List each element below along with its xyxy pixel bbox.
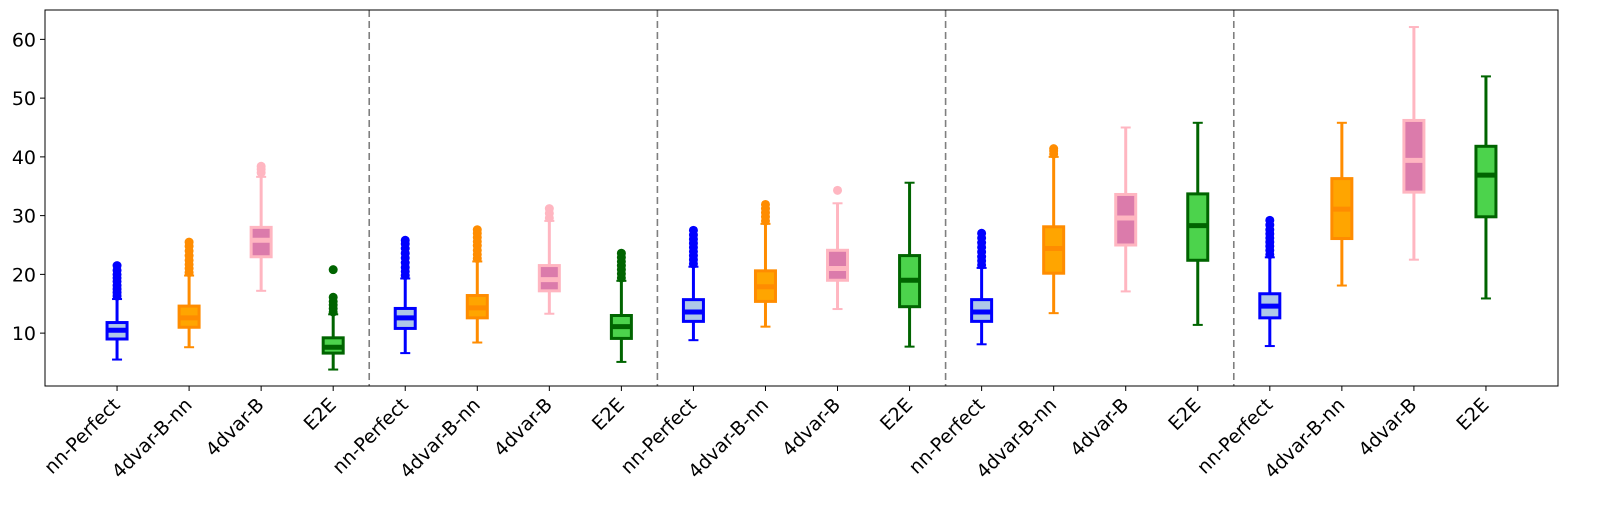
outlier-point xyxy=(1049,144,1059,154)
y-tick-label: 60 xyxy=(12,29,36,51)
x-tick-label: E2E xyxy=(300,394,341,435)
outlier-point xyxy=(112,261,122,271)
y-tick-label: 50 xyxy=(12,88,36,110)
outlier-point xyxy=(977,228,987,238)
group-separators xyxy=(368,10,1235,386)
outlier-point xyxy=(833,185,843,195)
y-tick-label: 10 xyxy=(12,323,36,345)
y-axis: 10 20 30 40 50 60 xyxy=(12,29,45,345)
outlier-point xyxy=(184,237,194,247)
plot-frame xyxy=(44,9,1559,387)
y-tick-label: 40 xyxy=(12,147,36,169)
x-tick-label: 4dvar-B xyxy=(202,394,269,461)
y-tick-label: 20 xyxy=(12,264,36,286)
box xyxy=(826,248,850,282)
x-tick-label: 4dvar-B xyxy=(490,394,557,461)
y-tick-label: 30 xyxy=(12,206,36,228)
x-tick-label: 4dvar-B xyxy=(778,394,845,461)
outlier-point xyxy=(760,199,770,209)
x-tick-label: 4dvar-B xyxy=(1354,394,1421,461)
x-tick-label: E2E xyxy=(1452,394,1493,435)
outlier-point xyxy=(400,235,410,245)
outlier-point xyxy=(328,292,338,302)
x-tick-label: 4dvar-B xyxy=(1066,394,1133,461)
box-plot-marks xyxy=(105,26,1498,371)
box xyxy=(1474,144,1498,219)
outlier-point xyxy=(616,248,626,258)
x-tick-label: E2E xyxy=(1164,394,1205,435)
x-tick-label: E2E xyxy=(876,394,917,435)
outlier-point xyxy=(472,225,482,235)
outlier-point xyxy=(544,204,554,214)
outlier-point xyxy=(1265,215,1275,225)
outlier-point xyxy=(688,225,698,235)
outlier-point xyxy=(256,161,266,171)
outlier-point xyxy=(328,265,338,275)
box xyxy=(1402,118,1426,194)
x-tick-label: E2E xyxy=(588,394,629,435)
